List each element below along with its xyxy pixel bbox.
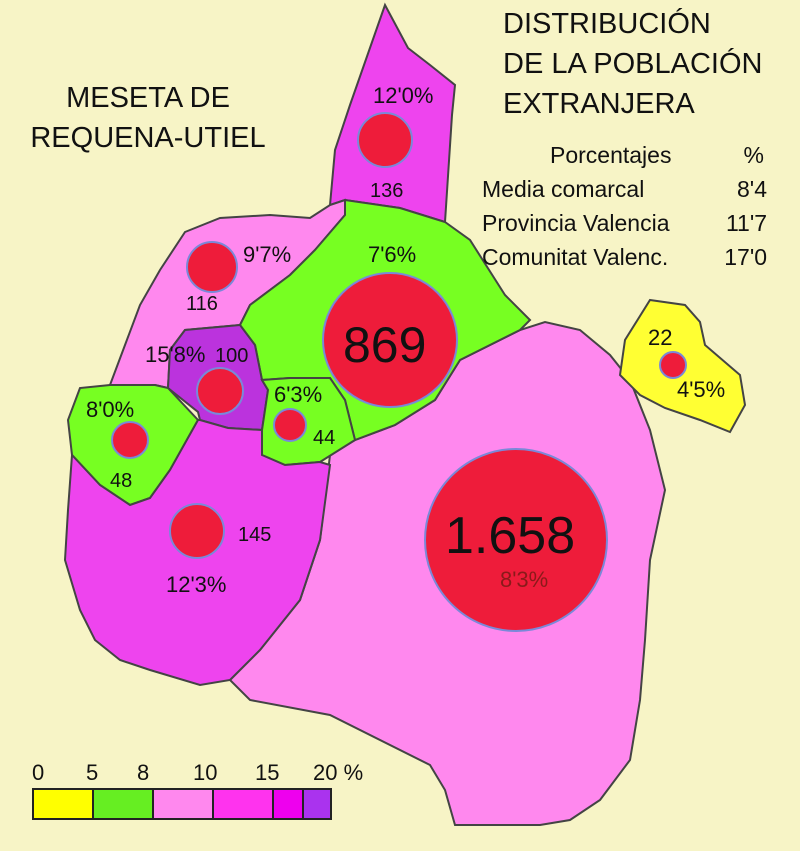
- stats-row-value: 8'4: [737, 176, 767, 202]
- stats-row-value: 11'7: [725, 210, 767, 236]
- circle-northwest: [186, 241, 238, 293]
- map-title-left: MESETA DE REQUENA-UTIEL: [28, 78, 268, 158]
- scale-tick-3: 10: [193, 760, 217, 785]
- proportional-circles: [111, 112, 687, 632]
- map-title-right-line-2: DE LA POBLACIÓN: [503, 48, 763, 80]
- stats-row-label: Comunitat Valenc.: [482, 244, 669, 270]
- label-center-north-pct: 7'6%: [368, 242, 416, 267]
- label-center-small-pct: 6'3%: [274, 382, 322, 407]
- circle-southwest: [169, 503, 225, 559]
- scale-swatch-5: [302, 788, 332, 820]
- map-title-right-line-1: DISTRIBUCIÓN: [503, 8, 711, 40]
- label-west-pct: 8'0%: [86, 397, 134, 422]
- label-west-count: 48: [110, 470, 132, 492]
- circle-east-enclave: [659, 351, 687, 379]
- scale-swatch-1: [92, 788, 154, 820]
- scale-tick-1: 5: [86, 760, 98, 785]
- label-southeast-pct: 8'3%: [500, 567, 548, 592]
- circle-center-small: [273, 408, 307, 442]
- circle-southeast: [424, 448, 608, 632]
- circle-center-west: [196, 367, 244, 415]
- stats-row: Comunitat Valenc. 17'0: [482, 244, 782, 278]
- stats-header-value: %: [743, 142, 764, 168]
- label-southwest-pct: 12'3%: [166, 572, 226, 597]
- stats-row-label: Media comarcal: [482, 176, 645, 202]
- scale-tick-4: 15: [255, 760, 279, 785]
- label-southwest-count: 145: [238, 524, 271, 546]
- stats-row-label: Provincia Valencia: [482, 210, 670, 236]
- label-north-pct: 12'0%: [373, 83, 433, 108]
- label-southeast-count: 1.658: [445, 507, 575, 565]
- scale-tick-0: 0: [32, 760, 44, 785]
- scale-swatch-3: [212, 788, 274, 820]
- label-northwest-pct: 9'7%: [243, 242, 291, 267]
- label-northwest-count: 116: [186, 293, 218, 315]
- label-north-count: 136: [370, 180, 403, 202]
- label-center-west-count: 100: [215, 345, 248, 367]
- scale-tick-2: 8: [137, 760, 149, 785]
- scale-swatch-4: [272, 788, 304, 820]
- stats-table: Porcentajes % Media comarcal 8'4 Provinc…: [482, 142, 782, 278]
- label-east-enclave-pct: 4'5%: [677, 377, 725, 402]
- stats-row: Provincia Valencia 11'7: [482, 210, 782, 244]
- map-title-right: DISTRIBUCIÓN DE LA POBLACIÓN EXTRANJERA: [503, 4, 763, 124]
- color-scale: 0 5 8 10 15 20 %: [32, 760, 363, 820]
- map-title-left-line-1: MESETA DE: [66, 82, 230, 114]
- stats-header-label: Porcentajes: [550, 142, 672, 168]
- label-center-small-count: 44: [313, 427, 335, 449]
- label-center-north-count: 869: [343, 317, 426, 373]
- label-center-west-pct: 15'8%: [145, 342, 205, 367]
- circle-center-north: [322, 272, 458, 408]
- circle-north: [357, 112, 413, 168]
- map-title-right-line-3: EXTRANJERA: [503, 88, 695, 120]
- stats-header: Porcentajes %: [482, 142, 782, 176]
- scale-swatch-0: [32, 788, 94, 820]
- stats-row: Media comarcal 8'4: [482, 176, 782, 210]
- map-title-left-line-2: REQUENA-UTIEL: [30, 122, 266, 154]
- label-east-enclave-count: 22: [648, 325, 672, 350]
- scale-tick-5: 20 %: [313, 760, 363, 785]
- stats-row-value: 17'0: [724, 244, 767, 270]
- circle-west: [111, 421, 149, 459]
- scale-swatch-2: [152, 788, 214, 820]
